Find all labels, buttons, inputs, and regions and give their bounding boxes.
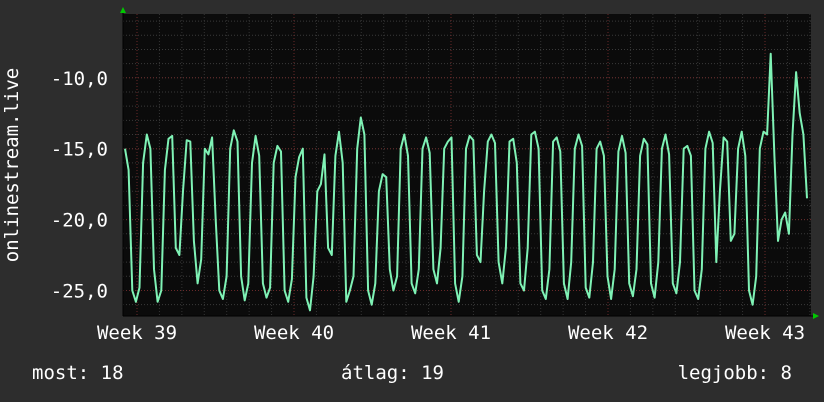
y-tick-label: -10,0 [51, 68, 108, 90]
current-value: most: 18 [32, 362, 124, 384]
x-axis-arrow [813, 313, 819, 319]
average-value: átlag: 19 [341, 362, 444, 384]
x-tick-label: Week 42 [568, 322, 648, 344]
y-tick-labels: -10,0 -15,0 -20,0 -25,0 [51, 68, 108, 303]
y-tick-label: -20,0 [51, 210, 108, 232]
best-value: legjobb: 8 [677, 362, 792, 384]
y-tick-label: -25,0 [51, 280, 108, 302]
y-tick-label: -15,0 [51, 139, 108, 161]
y-axis-label: onlinestream.live [1, 68, 23, 262]
x-tick-label: Week 39 [97, 322, 177, 344]
x-tick-label: Week 43 [725, 322, 805, 344]
x-tick-label: Week 40 [254, 322, 334, 344]
x-tick-labels: Week 39 Week 40 Week 41 Week 42 Week 43 [97, 322, 805, 344]
y-axis-arrow [120, 7, 126, 13]
series-line [124, 52, 808, 312]
vertical-grid [136, 14, 811, 316]
x-tick-label: Week 41 [411, 322, 491, 344]
